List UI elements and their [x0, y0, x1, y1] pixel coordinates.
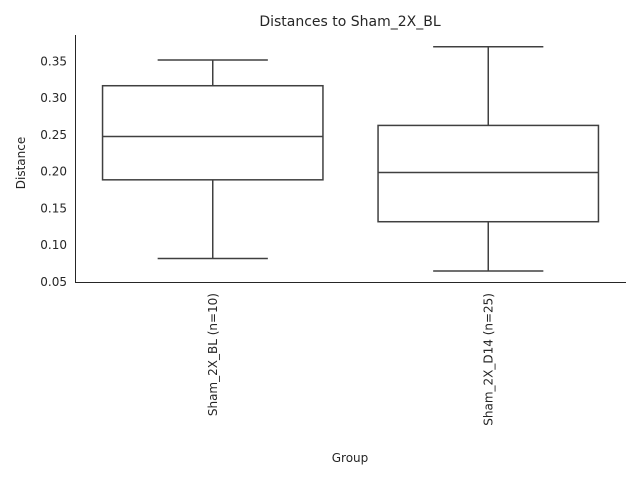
y-tick-label: 0.30 — [40, 91, 67, 105]
x-tick-label: Sham_2X_D14 (n=25) — [481, 293, 495, 426]
box-iqr — [101, 84, 324, 181]
boxes-layer — [101, 46, 600, 272]
x-tick-label: Sham_2X_BL (n=10) — [206, 293, 220, 416]
x-axis-label: Group — [332, 451, 369, 465]
y-tick-label: 0.20 — [40, 165, 67, 179]
box-iqr — [377, 124, 600, 223]
chart-title: Distances to Sham_2X_BL — [259, 14, 441, 30]
x-axis: Sham_2X_BL (n=10) Sham_2X_D14 (n=25) — [206, 293, 496, 426]
y-axis: 0.05 0.10 0.15 0.20 0.25 0.30 0.35 — [40, 54, 67, 289]
y-tick-label: 0.15 — [40, 201, 67, 215]
y-axis-label: Distance — [14, 137, 28, 189]
y-tick-label: 0.05 — [40, 275, 67, 289]
y-tick-label: 0.25 — [40, 128, 67, 142]
y-tick-label: 0.10 — [40, 238, 67, 252]
y-tick-label: 0.35 — [40, 54, 67, 68]
